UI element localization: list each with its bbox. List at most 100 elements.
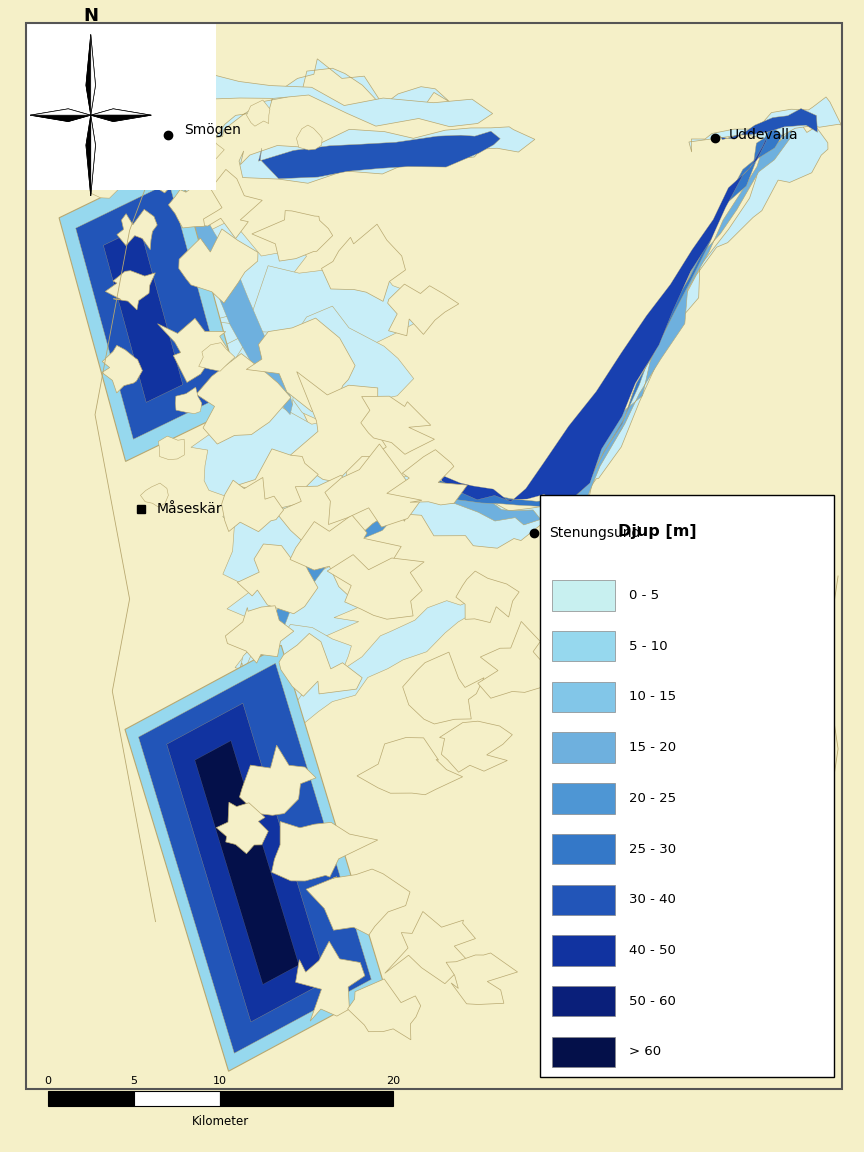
Polygon shape — [270, 306, 414, 423]
Polygon shape — [76, 183, 226, 439]
Polygon shape — [209, 260, 447, 378]
Polygon shape — [689, 97, 842, 152]
Polygon shape — [238, 475, 422, 674]
Bar — [134, 1091, 220, 1106]
Polygon shape — [86, 35, 91, 115]
Polygon shape — [88, 169, 124, 198]
Polygon shape — [117, 210, 157, 250]
Text: 5: 5 — [130, 1076, 137, 1086]
Text: 15 - 20: 15 - 20 — [629, 741, 677, 755]
Text: Djup [m]: Djup [m] — [618, 524, 697, 539]
Text: 30 - 40: 30 - 40 — [629, 893, 676, 907]
Polygon shape — [210, 666, 302, 755]
Polygon shape — [237, 449, 318, 515]
Polygon shape — [446, 953, 518, 1005]
Polygon shape — [105, 271, 156, 310]
Polygon shape — [179, 229, 258, 303]
Polygon shape — [91, 115, 151, 122]
Polygon shape — [246, 318, 355, 412]
Polygon shape — [238, 544, 318, 614]
Polygon shape — [276, 476, 394, 555]
Polygon shape — [327, 554, 424, 620]
Polygon shape — [258, 131, 500, 179]
Polygon shape — [158, 437, 185, 460]
Polygon shape — [191, 403, 346, 521]
Polygon shape — [86, 35, 91, 115]
Text: Smögen: Smögen — [184, 123, 241, 137]
Bar — [48, 1091, 134, 1106]
Bar — [552, 631, 615, 661]
Polygon shape — [91, 108, 151, 115]
Text: 50 - 60: 50 - 60 — [629, 994, 676, 1008]
Polygon shape — [125, 645, 384, 1071]
Polygon shape — [290, 515, 401, 602]
Polygon shape — [195, 741, 299, 985]
Text: 10: 10 — [213, 1076, 227, 1086]
Polygon shape — [227, 563, 403, 652]
Polygon shape — [347, 979, 421, 1040]
Polygon shape — [177, 220, 307, 377]
Polygon shape — [30, 115, 91, 122]
Polygon shape — [246, 100, 270, 127]
Text: Kilometer: Kilometer — [192, 1115, 249, 1128]
Polygon shape — [91, 115, 96, 196]
Bar — [552, 733, 615, 763]
Polygon shape — [156, 114, 190, 139]
Polygon shape — [478, 621, 558, 698]
Text: 10 - 15: 10 - 15 — [629, 690, 677, 704]
Text: Måseskär: Måseskär — [156, 502, 222, 516]
Polygon shape — [296, 126, 322, 150]
Polygon shape — [108, 46, 135, 67]
Bar — [552, 1037, 615, 1067]
Polygon shape — [86, 115, 91, 196]
Text: Stenungsund: Stenungsund — [550, 526, 641, 540]
Polygon shape — [30, 115, 91, 122]
Polygon shape — [124, 79, 149, 105]
Polygon shape — [162, 158, 293, 415]
Polygon shape — [138, 664, 372, 1053]
Polygon shape — [440, 138, 766, 501]
Text: 20 - 25: 20 - 25 — [629, 791, 677, 805]
Bar — [540, 495, 834, 1077]
Polygon shape — [168, 185, 222, 228]
Polygon shape — [235, 624, 352, 711]
Polygon shape — [279, 634, 362, 696]
Polygon shape — [91, 108, 151, 115]
Polygon shape — [354, 118, 828, 548]
Polygon shape — [99, 101, 127, 122]
Polygon shape — [91, 35, 96, 115]
Polygon shape — [239, 127, 535, 183]
Polygon shape — [204, 332, 302, 440]
Polygon shape — [199, 342, 235, 371]
Polygon shape — [720, 108, 817, 139]
Polygon shape — [423, 130, 791, 525]
Polygon shape — [289, 372, 386, 482]
Polygon shape — [254, 479, 410, 662]
Bar — [552, 935, 615, 965]
Polygon shape — [196, 354, 291, 444]
Polygon shape — [388, 285, 459, 335]
Bar — [220, 1091, 393, 1106]
Bar — [552, 783, 615, 813]
Polygon shape — [216, 802, 268, 854]
Polygon shape — [30, 108, 91, 115]
Polygon shape — [200, 710, 306, 801]
Bar — [26, 23, 216, 190]
Polygon shape — [440, 721, 512, 772]
Bar — [552, 986, 615, 1016]
Polygon shape — [361, 396, 435, 454]
Polygon shape — [91, 35, 96, 115]
Text: 0: 0 — [44, 1076, 51, 1086]
Polygon shape — [157, 318, 228, 382]
Polygon shape — [263, 596, 483, 725]
Polygon shape — [149, 139, 314, 435]
Polygon shape — [167, 703, 327, 1022]
Text: 0 - 5: 0 - 5 — [629, 589, 659, 602]
Polygon shape — [252, 211, 333, 262]
Polygon shape — [387, 449, 467, 505]
Polygon shape — [30, 108, 91, 115]
Polygon shape — [384, 911, 475, 984]
Polygon shape — [91, 115, 151, 122]
Polygon shape — [104, 228, 183, 402]
Text: > 60: > 60 — [629, 1045, 661, 1059]
